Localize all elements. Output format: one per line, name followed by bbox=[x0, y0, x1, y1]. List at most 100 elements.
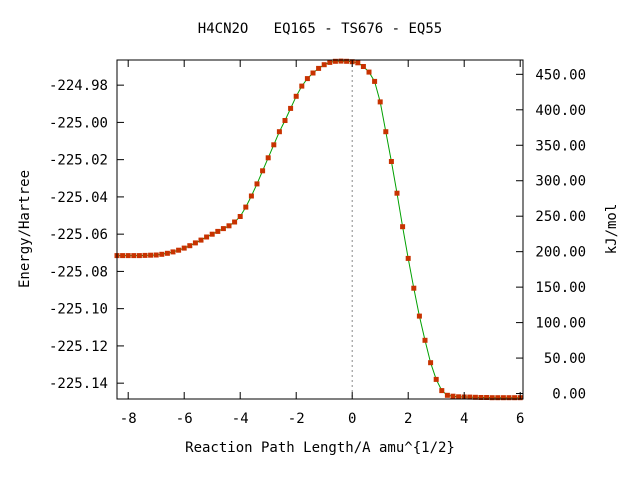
data-point bbox=[422, 337, 428, 343]
data-point bbox=[355, 60, 361, 66]
x-tick-label: -6 bbox=[176, 411, 193, 427]
data-point bbox=[153, 252, 159, 258]
chart-title: H4CN2O EQ165 - TS676 - EQ55 bbox=[198, 21, 442, 37]
data-point bbox=[271, 142, 277, 148]
x-tick-label: -2 bbox=[288, 411, 305, 427]
x-axis-label: Reaction Path Length/A amu^{1/2} bbox=[185, 440, 455, 456]
data-point bbox=[148, 252, 154, 258]
data-point bbox=[226, 223, 232, 229]
x-axis: -8 -6 -4 -2 0 2 4 6 bbox=[120, 60, 524, 427]
data-point bbox=[377, 99, 383, 105]
series-line bbox=[117, 60, 521, 399]
data-point bbox=[209, 231, 215, 237]
y2-tick-label: 100.00 bbox=[535, 316, 586, 332]
data-point bbox=[310, 70, 316, 76]
y-axis-right: 0.00 50.00 100.00 150.00 200.00 250.00 300.00 3… bbox=[516, 67, 586, 403]
x-tick-label: 2 bbox=[404, 411, 412, 427]
data-point bbox=[187, 243, 193, 249]
plot-area bbox=[114, 58, 523, 401]
y-tick-label: -225.06 bbox=[49, 227, 108, 243]
data-point bbox=[176, 247, 182, 253]
data-point bbox=[478, 395, 484, 400]
data-point bbox=[276, 129, 282, 135]
data-point bbox=[254, 181, 260, 187]
data-point bbox=[405, 255, 411, 261]
data-point bbox=[198, 237, 204, 243]
data-point bbox=[243, 204, 249, 210]
data-point bbox=[506, 395, 512, 401]
data-point bbox=[220, 226, 226, 232]
data-point bbox=[444, 392, 450, 398]
data-point bbox=[332, 58, 338, 64]
data-point bbox=[304, 76, 310, 82]
data-point bbox=[293, 93, 299, 99]
data-point bbox=[484, 395, 490, 400]
y-tick-label: -224.98 bbox=[49, 78, 108, 94]
data-point bbox=[456, 394, 462, 400]
data-point bbox=[215, 228, 221, 234]
data-point bbox=[170, 249, 176, 255]
y-tick-label: -225.00 bbox=[49, 115, 108, 131]
data-point bbox=[125, 253, 131, 259]
y-tick-label: -225.02 bbox=[49, 153, 108, 169]
data-point bbox=[372, 78, 378, 84]
data-point bbox=[120, 253, 126, 259]
data-point bbox=[383, 129, 389, 135]
data-point bbox=[512, 395, 518, 401]
data-point bbox=[360, 64, 366, 69]
data-point bbox=[472, 394, 478, 400]
data-point bbox=[388, 159, 394, 164]
data-point bbox=[288, 105, 294, 111]
data-point bbox=[439, 388, 445, 394]
data-point bbox=[428, 360, 434, 366]
data-point bbox=[232, 219, 238, 225]
data-point bbox=[282, 118, 288, 123]
y2-tick-label: 150.00 bbox=[535, 280, 586, 296]
data-point bbox=[192, 240, 198, 246]
data-point bbox=[248, 193, 254, 199]
data-point bbox=[344, 58, 350, 64]
y-tick-label: -225.04 bbox=[49, 190, 108, 206]
x-tick-label: 4 bbox=[460, 411, 468, 427]
y-tick-label: -225.12 bbox=[49, 339, 108, 355]
data-point bbox=[433, 376, 439, 382]
x-tick-label: 0 bbox=[348, 411, 356, 427]
y2-tick-label: 50.00 bbox=[544, 351, 586, 367]
data-point bbox=[394, 190, 400, 196]
y-axis-left: -224.98 -225.00 -225.02 -225.04 -225.06 -225.… bbox=[49, 78, 124, 392]
data-point bbox=[416, 313, 422, 319]
x-tick-label: 6 bbox=[516, 411, 524, 427]
plot-frame bbox=[116, 59, 524, 400]
data-point bbox=[366, 69, 372, 75]
data-point bbox=[299, 83, 305, 89]
data-point bbox=[159, 251, 165, 257]
y2-axis-label: kJ/mol bbox=[604, 204, 620, 255]
y2-tick-label: 200.00 bbox=[535, 245, 586, 261]
data-point bbox=[316, 65, 322, 71]
y2-tick-label: 250.00 bbox=[535, 209, 586, 225]
data-point bbox=[181, 245, 187, 251]
data-point bbox=[450, 393, 456, 399]
data-point bbox=[400, 224, 406, 230]
data-point bbox=[467, 394, 473, 400]
x-tick-label: -8 bbox=[120, 411, 137, 427]
data-point bbox=[321, 62, 327, 68]
y2-tick-label: 300.00 bbox=[535, 174, 586, 190]
y-tick-label: -225.08 bbox=[49, 264, 108, 280]
y-axis-label: Energy/Hartree bbox=[17, 170, 33, 288]
y2-tick-label: 400.00 bbox=[535, 103, 586, 119]
data-point bbox=[411, 285, 417, 291]
y2-tick-label: 450.00 bbox=[535, 67, 586, 83]
data-point bbox=[237, 214, 243, 219]
data-point bbox=[338, 58, 344, 64]
data-point bbox=[495, 395, 501, 401]
data-point bbox=[489, 395, 495, 401]
data-point bbox=[142, 252, 148, 258]
y-tick-label: -225.14 bbox=[49, 376, 108, 392]
y2-tick-label: 0.00 bbox=[552, 387, 586, 403]
data-point bbox=[136, 253, 142, 259]
data-point bbox=[204, 234, 210, 240]
data-point bbox=[164, 250, 170, 256]
data-point bbox=[327, 59, 333, 65]
